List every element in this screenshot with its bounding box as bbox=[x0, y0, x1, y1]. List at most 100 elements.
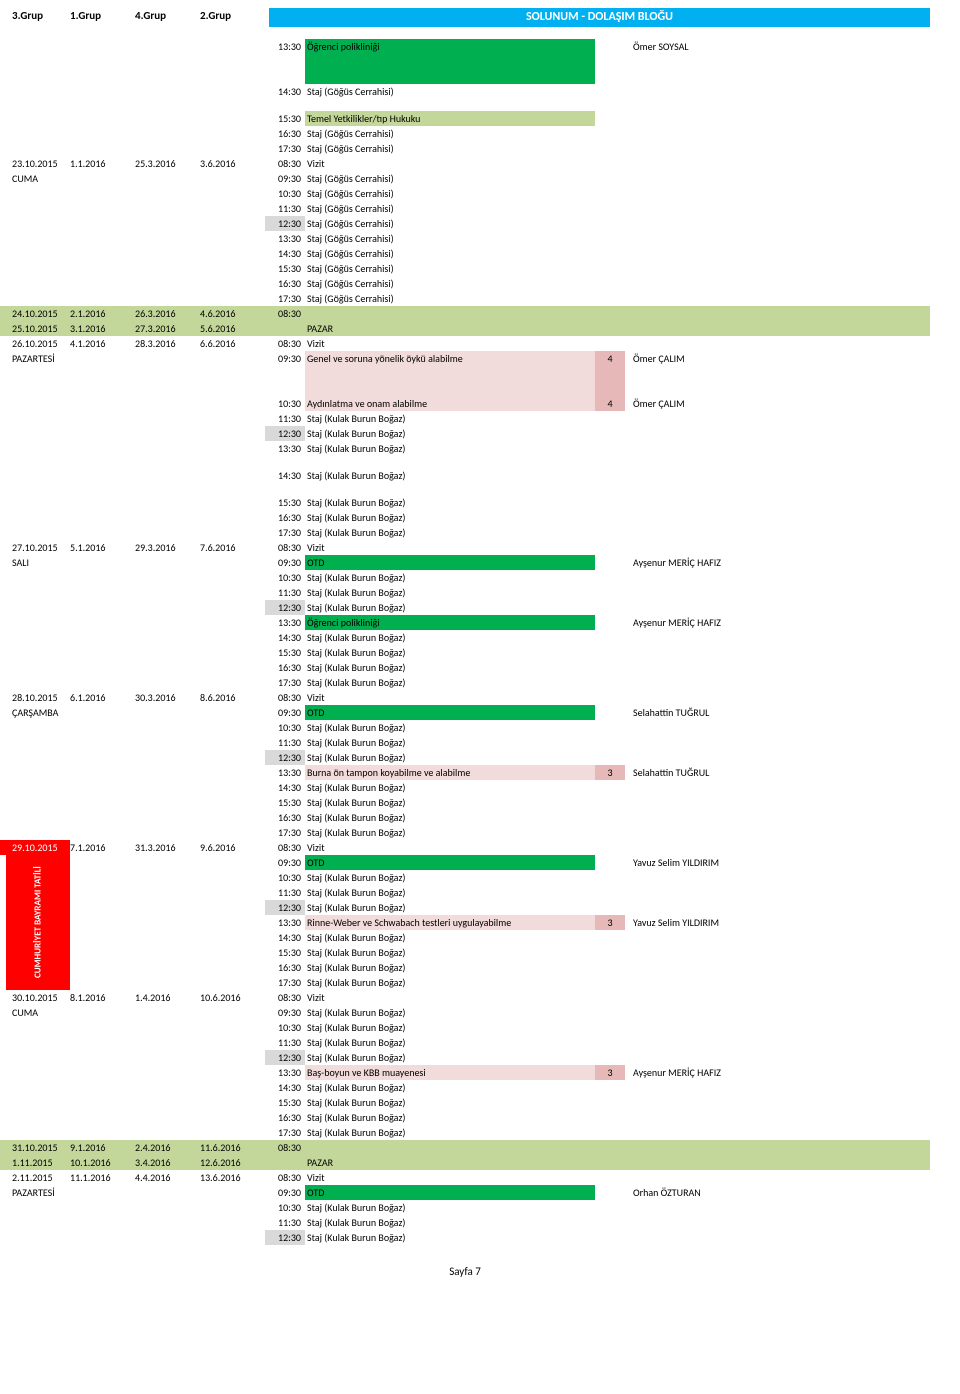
activity-cell: Staj (Kulak Burun Boğaz) bbox=[305, 1080, 595, 1095]
schedule-row: 23.10.20151.1.201625.3.20163.6.201608:30… bbox=[0, 156, 930, 171]
schedule-row: 11:30Staj (Kulak Burun Boğaz) bbox=[0, 585, 930, 600]
activity-cell: Staj (Göğüs Cerrahisi) bbox=[305, 126, 595, 141]
activity-cell: Aydınlatma ve onam alabilme bbox=[305, 396, 595, 411]
schedule-row: 12:30Staj (Kulak Burun Boğaz) bbox=[0, 1050, 930, 1065]
activity-cell: Staj (Kulak Burun Boğaz) bbox=[305, 1005, 595, 1020]
instructor-cell bbox=[625, 1170, 825, 1185]
activity-cell: Staj (Kulak Burun Boğaz) bbox=[305, 810, 595, 825]
activity-cell: Staj (Kulak Burun Boğaz) bbox=[305, 495, 595, 510]
activity-cell: Baş-boyun ve KBB muayenesi bbox=[305, 1065, 595, 1080]
activity-cell: Staj (Kulak Burun Boğaz) bbox=[305, 1125, 595, 1140]
instructor-cell bbox=[625, 276, 825, 291]
activity-cell: Staj (Kulak Burun Boğaz) bbox=[305, 468, 595, 483]
schedule-row: 15:30Staj (Kulak Burun Boğaz) bbox=[0, 795, 930, 810]
activity-cell: Staj (Göğüs Cerrahisi) bbox=[305, 261, 595, 276]
activity-cell: Staj (Kulak Burun Boğaz) bbox=[305, 585, 595, 600]
holiday-date: 29.10.2015 bbox=[0, 840, 70, 855]
instructor-cell bbox=[625, 780, 825, 795]
schedule-row: 15:30Staj (Kulak Burun Boğaz) bbox=[0, 495, 930, 510]
schedule-row: 13:30Rinne-Weber ve Schwabach testleri u… bbox=[70, 915, 930, 930]
activity-cell: Staj (Kulak Burun Boğaz) bbox=[305, 780, 595, 795]
activity-cell: Staj (Kulak Burun Boğaz) bbox=[305, 660, 595, 675]
activity-cell: Vizit bbox=[305, 336, 595, 351]
schedule-row: SALI09:30OTDAyşenur MERİÇ HAFIZ bbox=[0, 555, 930, 570]
activity-cell: Staj (Kulak Burun Boğaz) bbox=[305, 750, 595, 765]
activity-cell: Vizit bbox=[305, 690, 595, 705]
activity-cell: Staj (Göğüs Cerrahisi) bbox=[305, 186, 595, 201]
schedule-row: 15:30Staj (Kulak Burun Boğaz) bbox=[0, 645, 930, 660]
schedule-row: 12:30Staj (Göğüs Cerrahisi) bbox=[0, 216, 930, 231]
schedule-row: 16:30Staj (Kulak Burun Boğaz) bbox=[0, 1110, 930, 1125]
schedule-row: 17:30Staj (Kulak Burun Boğaz) bbox=[0, 525, 930, 540]
instructor-cell bbox=[625, 426, 825, 441]
instructor-cell bbox=[625, 1080, 825, 1095]
instructor-cell bbox=[625, 1035, 825, 1050]
instructor-cell bbox=[625, 690, 825, 705]
activity-cell: Staj (Kulak Burun Boğaz) bbox=[305, 795, 595, 810]
schedule-row: 17:30Staj (Göğüs Cerrahisi) bbox=[0, 141, 930, 156]
schedule-row: 1.11.201510.1.20163.4.201612.6.2016PAZAR bbox=[0, 1155, 930, 1170]
activity-cell: Staj (Göğüs Cerrahisi) bbox=[305, 216, 595, 231]
instructor-cell bbox=[625, 675, 825, 690]
page-footer: Sayfa 7 bbox=[0, 1265, 930, 1278]
instructor-cell: Yavuz Selim YILDIRIM bbox=[625, 915, 825, 930]
activity-cell: Staj (Kulak Burun Boğaz) bbox=[305, 885, 595, 900]
instructor-cell bbox=[625, 810, 825, 825]
schedule-row: 12:30Staj (Kulak Burun Boğaz) bbox=[0, 600, 930, 615]
instructor-cell bbox=[625, 1050, 825, 1065]
activity-cell: Staj (Kulak Burun Boğaz) bbox=[305, 930, 595, 945]
schedule-row: 17:30Staj (Kulak Burun Boğaz) bbox=[70, 975, 930, 990]
instructor-cell bbox=[625, 870, 825, 885]
schedule-row: 16:30Staj (Göğüs Cerrahisi) bbox=[0, 276, 930, 291]
schedule-row: 30.10.20158.1.20161.4.201610.6.201608:30… bbox=[0, 990, 930, 1005]
activity-cell: Staj (Kulak Burun Boğaz) bbox=[305, 945, 595, 960]
instructor-cell: Ayşenur MERİÇ HAFIZ bbox=[625, 615, 825, 630]
instructor-cell bbox=[625, 735, 825, 750]
schedule-row: 24.10.20152.1.201626.3.20164.6.201608:30 bbox=[0, 306, 930, 321]
instructor-cell bbox=[625, 645, 825, 660]
activity-cell: Vizit bbox=[305, 156, 595, 171]
header-row: 3.Grup1.Grup4.Grup2.GrupSOLUNUM - DOLAŞI… bbox=[0, 8, 930, 27]
instructor-cell bbox=[625, 1020, 825, 1035]
schedule-row: 15:30Staj (Kulak Burun Boğaz) bbox=[70, 945, 930, 960]
schedule-row: 13:30Burna ön tampon koyabilme ve alabil… bbox=[0, 765, 930, 780]
schedule-row: PAZARTESİ09:30Genel ve soruna yönelik öy… bbox=[0, 351, 930, 396]
schedule-row: 15:30Temel Yetkilikler/tıp Hukuku bbox=[0, 111, 930, 126]
instructor-cell bbox=[625, 336, 825, 351]
activity-cell: Staj (Kulak Burun Boğaz) bbox=[305, 1035, 595, 1050]
instructor-cell bbox=[625, 540, 825, 555]
instructor-cell: Ömer ÇALIM bbox=[625, 396, 825, 411]
activity-cell: Staj (Göğüs Cerrahisi) bbox=[305, 291, 595, 306]
activity-cell: Burna ön tampon koyabilme ve alabilme bbox=[305, 765, 595, 780]
instructor-cell bbox=[625, 990, 825, 1005]
instructor-cell bbox=[625, 84, 825, 99]
schedule-row: 10:30Staj (Göğüs Cerrahisi) bbox=[0, 186, 930, 201]
instructor-cell bbox=[625, 570, 825, 585]
instructor-cell bbox=[625, 156, 825, 171]
instructor-cell bbox=[625, 186, 825, 201]
schedule-row: 10:30Staj (Kulak Burun Boğaz) bbox=[0, 1200, 930, 1215]
instructor-cell bbox=[625, 441, 825, 456]
schedule-row: CUMA09:30Staj (Göğüs Cerrahisi) bbox=[0, 171, 930, 186]
schedule-row: 12:30Staj (Kulak Burun Boğaz) bbox=[0, 1230, 930, 1245]
schedule-row: PAZARTESİ09:30OTDOrhan ÖZTURAN bbox=[0, 1185, 930, 1200]
schedule-row: 14:30Staj (Kulak Burun Boğaz) bbox=[0, 630, 930, 645]
schedule-row: 13:30Staj (Kulak Burun Boğaz) bbox=[0, 441, 930, 456]
schedule-row: 16:30Staj (Kulak Burun Boğaz) bbox=[0, 510, 930, 525]
activity-cell: Genel ve soruna yönelik öykü alabilme bbox=[305, 351, 595, 396]
schedule-row: 14:30Staj (Kulak Burun Boğaz) bbox=[0, 468, 930, 483]
schedule-row: ÇARŞAMBA09:30OTDSelahattin TUĞRUL bbox=[0, 705, 930, 720]
instructor-cell bbox=[625, 1110, 825, 1125]
instructor-cell bbox=[625, 1005, 825, 1020]
activity-cell: Staj (Kulak Burun Boğaz) bbox=[305, 1020, 595, 1035]
schedule-row: 11:30Staj (Kulak Burun Boğaz) bbox=[0, 735, 930, 750]
instructor-cell bbox=[625, 171, 825, 186]
schedule-row: 14:30Staj (Kulak Burun Boğaz) bbox=[0, 1080, 930, 1095]
schedule-row: 13:30Öğrenci polikliniğiAyşenur MERİÇ HA… bbox=[0, 615, 930, 630]
activity-cell: Vizit bbox=[305, 540, 595, 555]
schedule-row: 10:30Staj (Kulak Burun Boğaz) bbox=[0, 1020, 930, 1035]
instructor-cell: Selahattin TUĞRUL bbox=[625, 705, 825, 720]
instructor-cell: Yavuz Selim YILDIRIM bbox=[625, 855, 825, 870]
instructor-cell bbox=[625, 1215, 825, 1230]
schedule-row: 11:30Staj (Kulak Burun Boğaz) bbox=[0, 1035, 930, 1050]
